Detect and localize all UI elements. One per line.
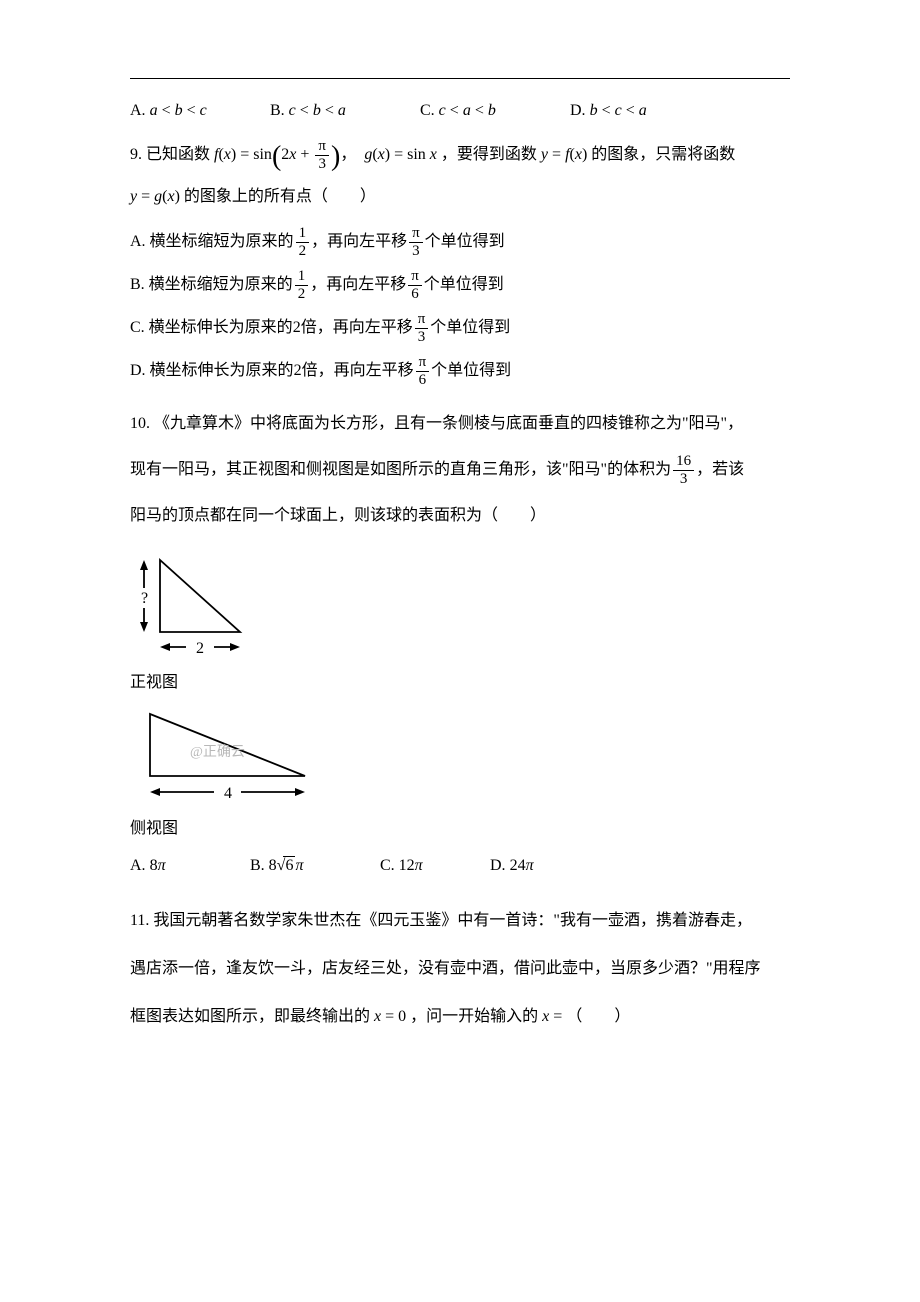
q11-line3: 框图表达如图所示，即最终输出的 x = 0 ，问一开始输入的 x = （ ） — [130, 998, 790, 1036]
q11-line1: 11. 我国元朝著名数学家朱世杰在《四元玉鉴》中有一首诗："我有一壶酒，携着游春… — [130, 902, 790, 940]
front-view-caption: 正视图 — [130, 668, 790, 692]
watermark-text: @正确云 — [190, 744, 245, 760]
q10-options: A. 8π B. 86π C. 12π D. 24π — [130, 852, 790, 880]
q8-opt-c: C. c < a < b — [420, 97, 570, 125]
q10-opt-c: C. 12π — [380, 852, 490, 880]
q9-opt-b: B. 横坐标缩短为原来的12，再向左平移π6个单位得到 — [130, 269, 790, 302]
q9-prefix: 9. 已知函数 — [130, 146, 214, 163]
header-rule — [130, 78, 790, 79]
q9-opt-c: C. 横坐标伸长为原来的2倍，再向左平移π3个单位得到 — [130, 312, 790, 345]
q8-opt-a: A. a < b < c — [130, 97, 270, 125]
side-base-label: 4 — [224, 785, 232, 802]
q10-line3: 阳马的顶点都在同一个球面上，则该球的表面积为（ ） — [130, 498, 790, 534]
q9-stem-line1: 9. 已知函数 f(x) = sin(2x + π3)， g(x) = sin … — [130, 139, 790, 172]
exam-page: A. a < b < c B. c < b < a C. c < a < b D… — [0, 0, 920, 1106]
side-view-figure: @正确云 4 — [130, 706, 790, 806]
q9-opt-d: D. 横坐标伸长为原来的2倍，再向左平移π6个单位得到 — [130, 355, 790, 388]
q8-options: A. a < b < c B. c < b < a C. c < a < b D… — [130, 97, 790, 125]
side-view-svg: @正确云 4 — [130, 706, 320, 806]
q10-line2: 现有一阳马，其正视图和侧视图是如图所示的直角三角形，该"阳马"的体积为163，若… — [130, 452, 790, 488]
q10-opt-a: A. 8π — [130, 852, 250, 880]
q9-stem-line2: y = g(x) 的图象上的所有点（ ） — [130, 182, 790, 212]
q10-opt-d: D. 24π — [490, 852, 534, 880]
q8-opt-b: B. c < b < a — [270, 97, 420, 125]
front-view-svg: ? 2 — [130, 550, 260, 660]
q8-opt-d: D. b < c < a — [570, 97, 647, 125]
q11-line2: 遇店添一倍，逢友饮一斗，店友经三处，没有壶中酒，借问此壶中，当原多少酒？"用程序 — [130, 950, 790, 988]
svg-text:?: ? — [141, 590, 148, 607]
front-view-figure: ? 2 — [130, 550, 790, 660]
side-view-caption: 侧视图 — [130, 814, 790, 838]
q10-line1: 10. 《九章算木》中将底面为长方形，且有一条侧棱与底面垂直的四棱锥称之为"阳马… — [130, 406, 790, 442]
q9-opt-a: A. 横坐标缩短为原来的12，再向左平移π3个单位得到 — [130, 226, 790, 259]
front-base-label: 2 — [196, 640, 204, 657]
q10-opt-b: B. 86π — [250, 852, 380, 880]
